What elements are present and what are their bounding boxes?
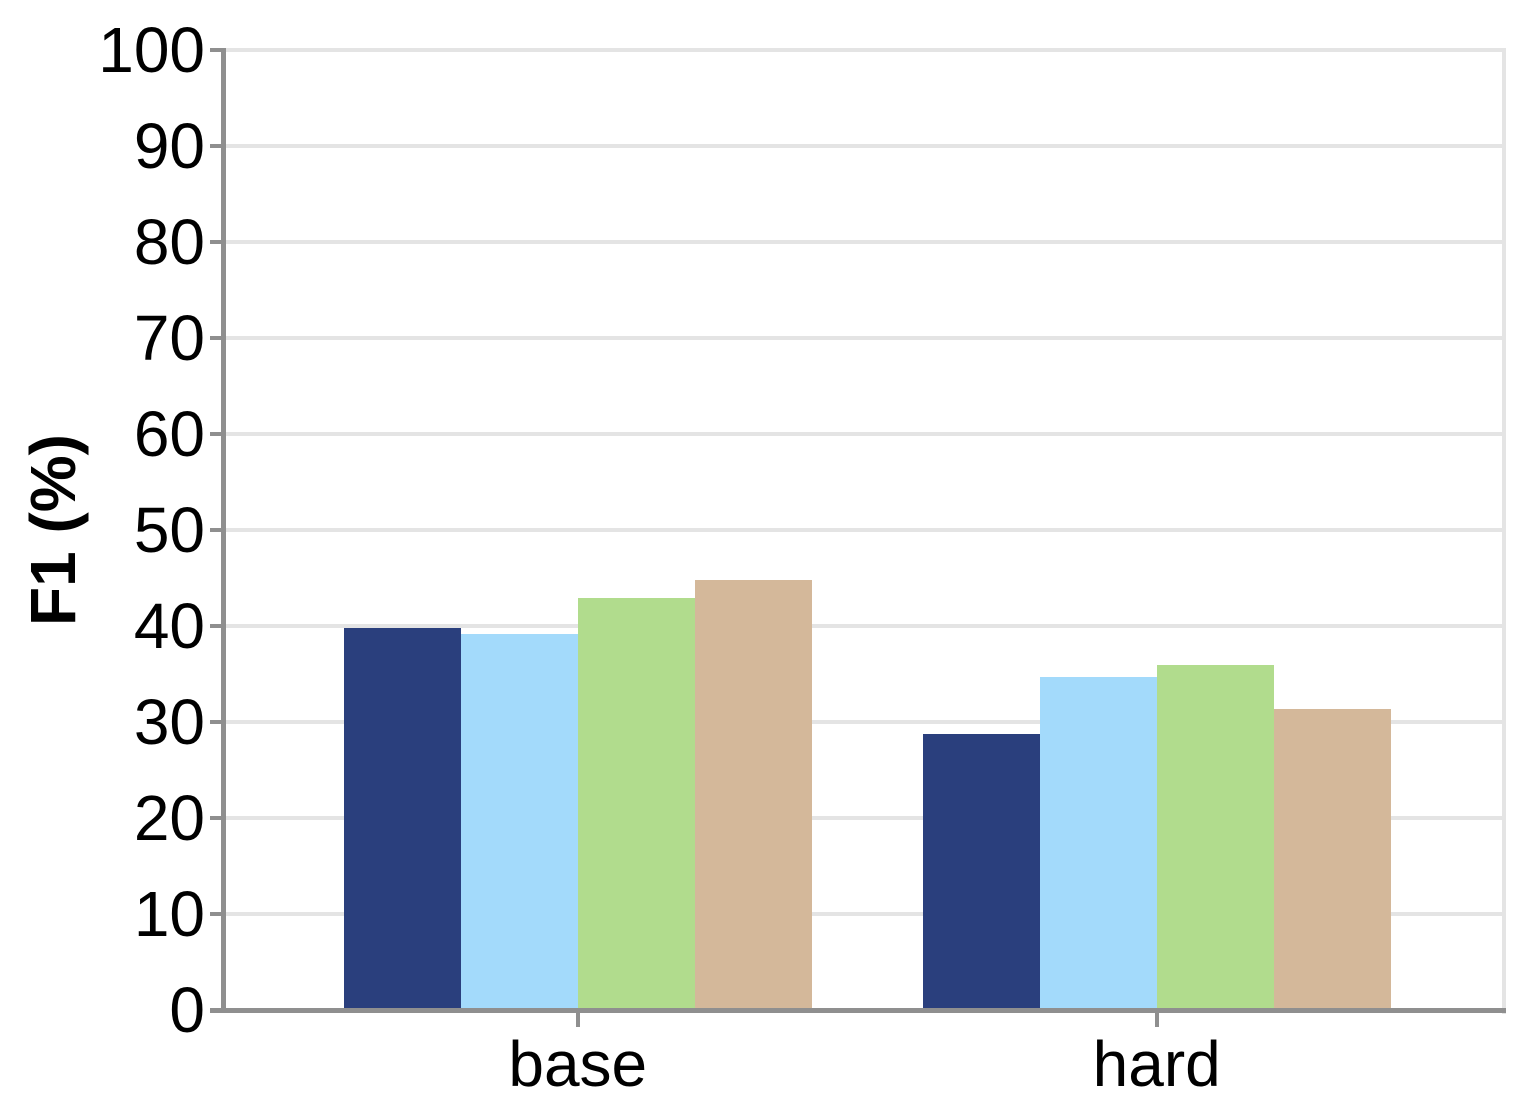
gridline xyxy=(226,624,1506,628)
y-axis-tick xyxy=(210,336,226,340)
x-axis-line xyxy=(210,1008,1506,1013)
y-tick-label: 40 xyxy=(133,590,205,662)
gridline xyxy=(226,720,1506,724)
gridline xyxy=(226,912,1506,916)
x-axis-tick xyxy=(1154,1010,1159,1027)
bar-hard-series-green xyxy=(1156,665,1274,1010)
y-tick-label: 100 xyxy=(98,14,205,86)
y-axis-tick xyxy=(210,432,226,436)
bar-base-series-tan xyxy=(694,579,812,1010)
y-tick-label: 60 xyxy=(133,398,205,470)
y-tick-label: 20 xyxy=(133,782,205,854)
gridline xyxy=(226,48,1506,52)
bar-base-series-navy xyxy=(343,627,461,1010)
y-tick-label: 90 xyxy=(133,110,205,182)
plot-area xyxy=(210,48,1506,1027)
gridline xyxy=(226,816,1506,820)
gridline xyxy=(226,528,1506,532)
y-tick-label: 0 xyxy=(169,974,205,1046)
y-tick-label: 80 xyxy=(133,206,205,278)
y-axis-tick xyxy=(210,1008,226,1012)
y-axis-tick xyxy=(210,48,226,52)
x-tick-label: hard xyxy=(1092,1028,1221,1100)
bar-base-series-green xyxy=(577,598,695,1010)
bar-base-series-light-blue xyxy=(460,633,578,1010)
y-axis-tick xyxy=(210,912,226,916)
bar-hard-series-light-blue xyxy=(1039,676,1157,1010)
y-axis-tick xyxy=(210,144,226,148)
y-tick-label: 30 xyxy=(133,686,205,758)
y-axis-tick xyxy=(210,240,226,244)
gridline xyxy=(226,432,1506,436)
y-tick-label: 70 xyxy=(133,302,205,374)
gridline xyxy=(226,336,1506,340)
x-axis-tick xyxy=(575,1010,580,1027)
gridline xyxy=(226,144,1506,148)
gridline xyxy=(226,240,1506,244)
y-axis-tick xyxy=(210,528,226,532)
bar-hard-series-navy xyxy=(922,734,1040,1010)
x-tick-label: base xyxy=(508,1028,648,1100)
y-tick-label: 50 xyxy=(133,494,205,566)
y-axis-tick xyxy=(210,720,226,724)
y-axis-tick xyxy=(210,816,226,820)
y-axis-tick xyxy=(210,624,226,628)
y-tick-label: 10 xyxy=(133,878,205,950)
bar-hard-series-tan xyxy=(1273,708,1391,1010)
panel-right-border xyxy=(1502,50,1506,1014)
